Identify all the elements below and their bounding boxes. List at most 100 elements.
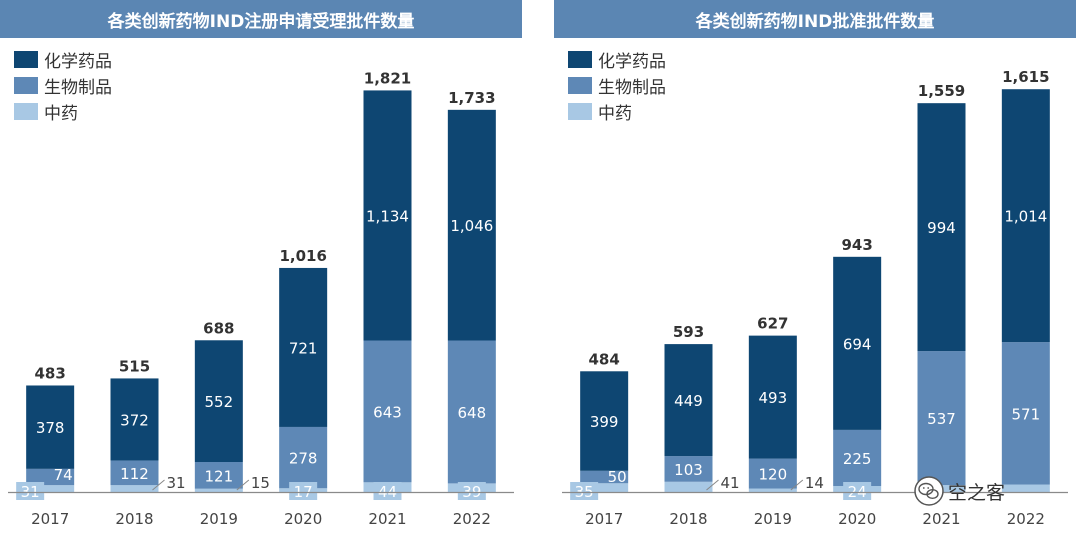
value-label-tcm-2019: 15 [251, 474, 270, 492]
bar-bio-2017 [26, 468, 75, 486]
value-label-chem-2017: 378 [36, 419, 65, 437]
label-box-tcm-2020 [843, 482, 872, 500]
bar-chem-2019 [748, 335, 797, 459]
leader-line-tcm-2019 [236, 479, 250, 491]
value-label-chem-2021: 994 [927, 219, 956, 237]
chart-title: 各类创新药物IND注册申请受理批件数量 [0, 0, 522, 38]
bar-chem-2021 [363, 90, 412, 341]
chart-panel-approvals: 各类创新药物IND批准批件数量 399 50 35 484 2017 449 103 41 59… [554, 0, 1076, 540]
value-label-chem-2017: 399 [590, 413, 619, 431]
bar-bio-2018 [664, 456, 713, 482]
legend-item-chem: 化学药品 [568, 46, 666, 72]
legend-swatch-bio [14, 76, 38, 94]
legend-item-tcm: 中药 [14, 98, 112, 124]
value-label-bio-2020: 225 [843, 450, 872, 468]
legend-swatch-tcm [14, 102, 38, 120]
chart-panel-receipts: 各类创新药物IND注册申请受理批件数量 378 74 31 483 2017 372 112… [0, 0, 522, 540]
bar-bio-2019 [748, 458, 797, 489]
label-box-tcm-2022 [457, 482, 486, 500]
bar-chem-2022 [1001, 89, 1050, 343]
bar-bio-2018 [110, 460, 159, 486]
value-label-chem-2020: 721 [289, 339, 318, 357]
total-label-2022: 1,615 [1002, 68, 1049, 86]
value-label-chem-2018: 372 [120, 411, 149, 429]
legend-label-tcm: 中药 [44, 103, 78, 124]
bar-bio-2021 [363, 340, 412, 483]
value-label-bio-2021: 537 [927, 410, 956, 428]
bar-bio-2017 [580, 470, 629, 484]
x-tick-label-2017: 2017 [31, 510, 69, 528]
value-label-bio-2022: 571 [1012, 405, 1041, 423]
value-label-tcm-2018: 31 [167, 474, 186, 492]
bar-tcm-2018 [110, 485, 159, 492]
label-box-tcm-2017 [16, 482, 45, 500]
value-label-chem-2022: 1,014 [1004, 208, 1047, 226]
value-label-bio-2018: 103 [674, 461, 703, 479]
bar-tcm-2022 [1001, 484, 1050, 492]
value-label-bio-2018: 112 [120, 465, 149, 483]
x-tick-label-2019: 2019 [754, 510, 792, 528]
total-label-2017: 483 [35, 364, 66, 382]
bar-bio-2019 [194, 462, 243, 489]
value-label-tcm-2018: 41 [721, 474, 740, 492]
bar-tcm-2017 [580, 483, 629, 492]
legend: 化学药品 生物制品 中药 [568, 46, 666, 124]
watermark-text: 空之客 [948, 481, 1006, 504]
x-tick-label-2018: 2018 [669, 510, 707, 528]
value-label-chem-2019: 493 [759, 389, 788, 407]
bar-chem-2022 [447, 109, 496, 341]
bar-tcm-2019 [194, 488, 243, 492]
legend-item-tcm: 中药 [568, 98, 666, 124]
value-label-bio-2019: 120 [759, 466, 788, 484]
value-label-bio-2017: 74 [54, 466, 73, 484]
label-box-tcm-2020 [289, 482, 318, 500]
bar-bio-2020 [279, 426, 328, 489]
value-label-chem-2018: 449 [674, 392, 703, 410]
x-tick-label-2020: 2020 [838, 510, 876, 528]
legend-label-bio: 生物制品 [44, 77, 112, 98]
value-label-chem-2020: 694 [843, 335, 872, 353]
legend-swatch-bio [568, 76, 592, 94]
total-label-2019: 688 [203, 319, 234, 337]
bar-chem-2020 [833, 256, 882, 430]
bar-bio-2022 [447, 340, 496, 484]
x-tick-label-2021: 2021 [368, 510, 406, 528]
bar-bio-2021 [917, 351, 966, 486]
bar-tcm-2019 [748, 488, 797, 492]
value-label-bio-2017: 50 [608, 468, 627, 486]
total-label-2018: 593 [673, 323, 704, 341]
x-tick-label-2017: 2017 [585, 510, 623, 528]
legend: 化学药品 生物制品 中药 [14, 46, 112, 124]
x-tick-label-2022: 2022 [1007, 510, 1045, 528]
value-label-tcm-2019: 14 [805, 474, 824, 492]
total-label-2017: 484 [589, 350, 620, 368]
value-label-bio-2020: 278 [289, 450, 318, 468]
x-tick-label-2021: 2021 [922, 510, 960, 528]
leader-line-tcm-2018 [706, 479, 719, 491]
value-label-chem-2022: 1,046 [450, 217, 493, 235]
total-label-2021: 1,821 [364, 69, 411, 87]
legend-swatch-chem [14, 50, 38, 68]
total-label-2019: 627 [757, 315, 788, 333]
total-label-2021: 1,559 [918, 82, 965, 100]
legend-swatch-tcm [568, 102, 592, 120]
bar-chem-2017 [26, 385, 75, 469]
legend-label-chem: 化学药品 [598, 51, 666, 72]
legend-label-bio: 生物制品 [598, 77, 666, 98]
bar-chem-2017 [580, 371, 629, 471]
bar-tcm-2018 [664, 481, 713, 492]
legend-label-tcm: 中药 [598, 103, 632, 124]
bar-chem-2019 [194, 340, 243, 463]
watermark: 空之客 [914, 476, 1005, 506]
value-label-bio-2022: 648 [458, 404, 487, 422]
total-label-2022: 1,733 [448, 89, 495, 107]
legend-swatch-chem [568, 50, 592, 68]
total-label-2020: 1,016 [279, 247, 326, 265]
total-label-2018: 515 [119, 357, 150, 375]
leader-line-tcm-2018 [152, 479, 165, 491]
leader-line-tcm-2019 [790, 479, 804, 491]
bar-bio-2020 [833, 429, 882, 487]
chart-title: 各类创新药物IND批准批件数量 [554, 0, 1076, 38]
